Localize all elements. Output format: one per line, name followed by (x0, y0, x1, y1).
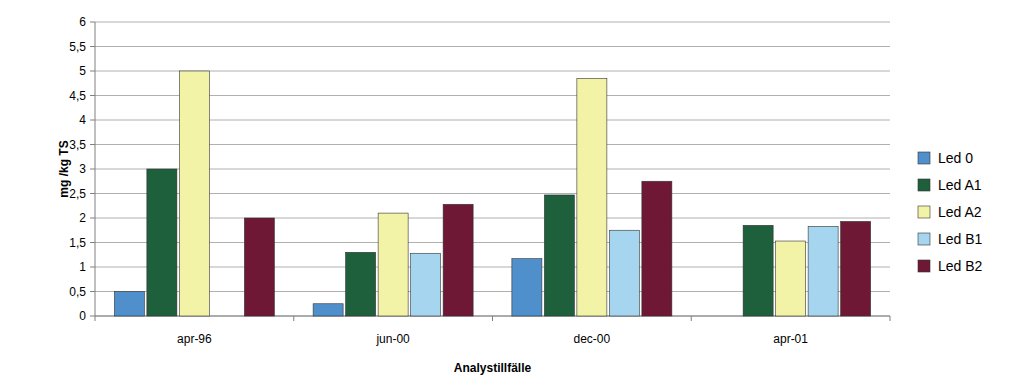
y-tick-label: 3,5 (69, 138, 86, 152)
x-tick (691, 316, 692, 321)
x-tick-label: apr-01 (773, 332, 808, 346)
x-tick (95, 316, 96, 321)
legend-label: Led B1 (938, 231, 983, 247)
grid-line (95, 144, 890, 145)
y-tick (90, 218, 95, 219)
grid-line (95, 46, 890, 47)
bar (609, 230, 639, 316)
y-axis (95, 22, 96, 316)
y-tick-label: 4,5 (69, 89, 86, 103)
bar (544, 195, 574, 316)
y-tick-label: 0,5 (69, 285, 86, 299)
y-tick (90, 46, 95, 47)
bar (147, 169, 177, 316)
legend-swatch (918, 179, 930, 191)
x-tick (492, 316, 493, 321)
legend-swatch (918, 152, 930, 164)
legend-swatch (918, 206, 930, 218)
bar (313, 304, 343, 316)
legend-swatch (918, 260, 930, 272)
y-tick (90, 144, 95, 145)
y-tick (90, 95, 95, 96)
grid-line (95, 71, 890, 72)
bar (114, 292, 144, 317)
bar (346, 252, 376, 316)
y-tick (90, 267, 95, 268)
legend-label: Led B2 (938, 258, 983, 274)
legend-swatch (918, 233, 930, 245)
y-tick-label: 2,5 (69, 187, 86, 201)
grid-line (95, 218, 890, 219)
y-axis-label: mg /kg TS (57, 140, 71, 197)
y-tick-label: 3 (79, 162, 86, 176)
y-tick-label: 5,5 (69, 40, 86, 54)
bar (841, 221, 871, 316)
x-tick-label: dec-00 (574, 332, 611, 346)
y-tick (90, 120, 95, 121)
bar (711, 316, 741, 317)
grid-line (95, 22, 890, 23)
bar (808, 226, 838, 316)
y-tick-label: 1,5 (69, 236, 86, 250)
bar (411, 253, 441, 316)
y-tick-label: 1 (79, 260, 86, 274)
x-tick (293, 316, 294, 321)
y-tick-label: 0 (79, 309, 86, 323)
grid-line (95, 193, 890, 194)
bar (378, 213, 408, 316)
bar (642, 181, 672, 316)
y-tick-label: 6 (79, 15, 86, 29)
x-tick (890, 316, 891, 321)
bar (512, 259, 542, 316)
bar (179, 71, 209, 316)
y-tick (90, 291, 95, 292)
y-tick (90, 169, 95, 170)
grid-line (95, 95, 890, 96)
bar (776, 241, 806, 316)
y-tick-label: 4 (79, 113, 86, 127)
legend: Led 0 Led A1 Led A2 Led B1 Led B2 (918, 150, 983, 274)
legend-label: Led 0 (938, 150, 973, 166)
bar (244, 218, 274, 316)
y-tick (90, 71, 95, 72)
y-tick (90, 193, 95, 194)
y-tick (90, 242, 95, 243)
grid-line (95, 120, 890, 121)
legend-label: Led A1 (938, 177, 982, 193)
bar (577, 78, 607, 316)
x-tick-label: apr-96 (177, 332, 212, 346)
x-tick-label: jun-00 (375, 332, 410, 346)
y-tick-label: 2 (79, 211, 86, 225)
y-tick (90, 22, 95, 23)
bar (443, 204, 473, 316)
x-axis-label: Analystillfälle (454, 361, 532, 375)
legend-label: Led A2 (938, 204, 982, 220)
bar (743, 225, 773, 316)
y-tick-label: 5 (79, 64, 86, 78)
grid-line (95, 169, 890, 170)
y-tick (90, 316, 95, 317)
chart: 0 0,5 1 1,5 2 2,5 3 3,5 4 4,5 5 5,5 6 apr-96 jun-00 dec… (0, 0, 1024, 385)
